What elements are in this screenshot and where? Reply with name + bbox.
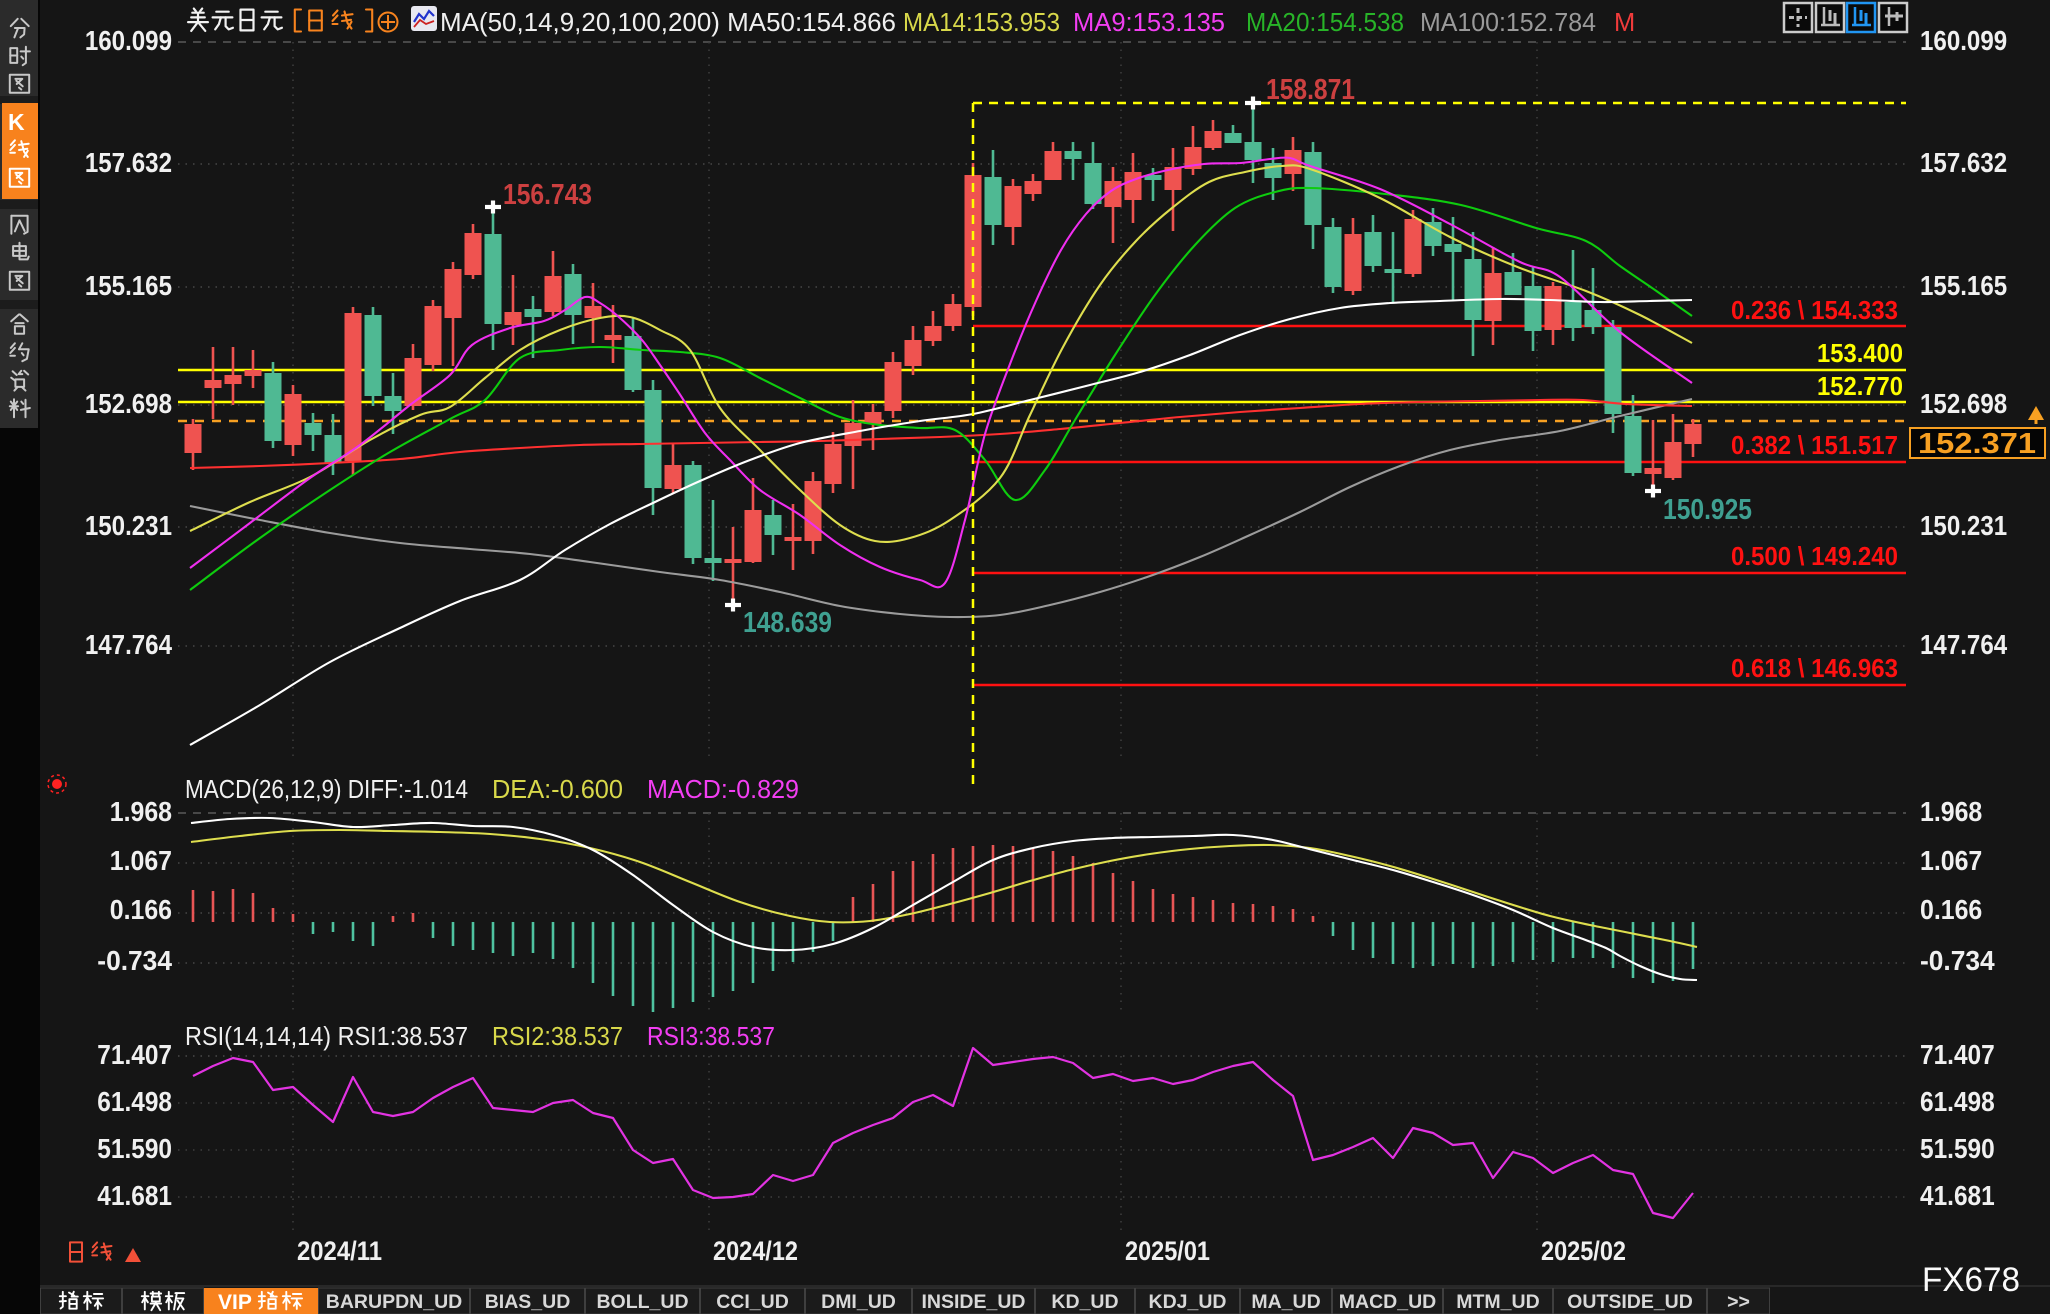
svg-text:0.166: 0.166 [110,894,172,925]
svg-text:153.400: 153.400 [1817,338,1903,368]
svg-text:MA20:154.538: MA20:154.538 [1246,9,1404,37]
svg-text:BARUPDN_UD: BARUPDN_UD [326,1291,463,1313]
svg-text:MA100:152.784: MA100:152.784 [1420,9,1596,37]
svg-text:MA(50,14,9,20,100,200) MA50:15: MA(50,14,9,20,100,200) MA50:154.866 [440,9,896,37]
svg-text:150.925: 150.925 [1663,494,1752,526]
svg-text:OUTSIDE_UD: OUTSIDE_UD [1567,1291,1693,1313]
svg-text:-0.734: -0.734 [1920,945,1995,976]
svg-text:147.764: 147.764 [1920,629,2008,660]
svg-text:2024/11: 2024/11 [297,1236,382,1266]
svg-text:>>: >> [1727,1291,1750,1313]
svg-text:MA14:153.953: MA14:153.953 [903,9,1060,37]
svg-text:41.681: 41.681 [1920,1180,1995,1211]
svg-text:152.698: 152.698 [85,388,172,419]
svg-text:61.498: 61.498 [1920,1086,1995,1117]
svg-text:RSI2:38.537: RSI2:38.537 [492,1023,623,1051]
svg-text:MACD(26,12,9) DIFF:-1.014: MACD(26,12,9) DIFF:-1.014 [185,776,468,804]
svg-text:FX678: FX678 [1922,1261,2020,1299]
svg-text:1.067: 1.067 [1920,845,1982,876]
svg-text:BOLL_UD: BOLL_UD [596,1291,688,1313]
svg-text:41.681: 41.681 [97,1180,172,1211]
svg-text:71.407: 71.407 [97,1039,172,1070]
svg-text:150.231: 150.231 [85,510,172,541]
svg-text:INSIDE_UD: INSIDE_UD [921,1291,1025,1313]
svg-text:147.764: 147.764 [85,629,173,660]
svg-text:155.165: 155.165 [85,270,172,301]
svg-text:2025/02: 2025/02 [1541,1236,1626,1266]
svg-text:KD_UD: KD_UD [1051,1291,1118,1313]
svg-text:0.236 \ 154.333: 0.236 \ 154.333 [1731,295,1898,325]
svg-text:MACD:-0.829: MACD:-0.829 [647,776,799,804]
svg-text:51.590: 51.590 [1920,1133,1995,1164]
svg-text:CCI_UD: CCI_UD [716,1291,789,1313]
svg-text:152.698: 152.698 [1920,388,2007,419]
svg-text:157.632: 157.632 [1920,147,2007,178]
svg-text:158.871: 158.871 [1266,74,1355,106]
svg-text:KDJ_UD: KDJ_UD [1148,1291,1226,1313]
svg-text:1.067: 1.067 [110,845,172,876]
svg-text:51.590: 51.590 [97,1133,172,1164]
svg-text:MA_UD: MA_UD [1251,1291,1320,1313]
svg-text:160.099: 160.099 [1920,25,2007,56]
svg-text:MTM_UD: MTM_UD [1456,1291,1539,1313]
svg-text:RSI3:38.537: RSI3:38.537 [647,1023,775,1051]
svg-text:MA9:153.135: MA9:153.135 [1073,9,1225,37]
svg-text:K: K [8,109,25,135]
svg-text:148.639: 148.639 [743,607,832,639]
svg-text:155.165: 155.165 [1920,270,2007,301]
svg-text:150.231: 150.231 [1920,510,2007,541]
svg-text:DEA:-0.600: DEA:-0.600 [492,776,623,804]
svg-text:71.407: 71.407 [1920,1039,1995,1070]
svg-text:0.618 \ 146.963: 0.618 \ 146.963 [1731,653,1898,683]
svg-text:0.382 \ 151.517: 0.382 \ 151.517 [1731,430,1898,460]
svg-text:M: M [1614,9,1635,37]
svg-text:1.968: 1.968 [1920,796,1982,827]
svg-text:BIAS_UD: BIAS_UD [485,1291,571,1313]
svg-text:MACD_UD: MACD_UD [1339,1291,1437,1313]
svg-text:160.099: 160.099 [85,25,172,56]
svg-text:DMI_UD: DMI_UD [821,1291,896,1313]
svg-text:61.498: 61.498 [97,1086,172,1117]
svg-text:152.371: 152.371 [1918,428,2036,460]
svg-text:152.770: 152.770 [1817,371,1903,401]
svg-text:157.632: 157.632 [85,147,172,178]
svg-text:1.968: 1.968 [110,796,172,827]
svg-text:156.743: 156.743 [503,179,592,211]
svg-text:2025/01: 2025/01 [1125,1236,1210,1266]
svg-text:0.166: 0.166 [1920,894,1982,925]
svg-text:-0.734: -0.734 [97,945,172,976]
svg-text:RSI(14,14,14) RSI1:38.537: RSI(14,14,14) RSI1:38.537 [185,1023,468,1051]
svg-text:VIP: VIP [218,1291,252,1314]
svg-text:0.500 \ 149.240: 0.500 \ 149.240 [1731,541,1898,571]
svg-text:2024/12: 2024/12 [713,1236,798,1266]
